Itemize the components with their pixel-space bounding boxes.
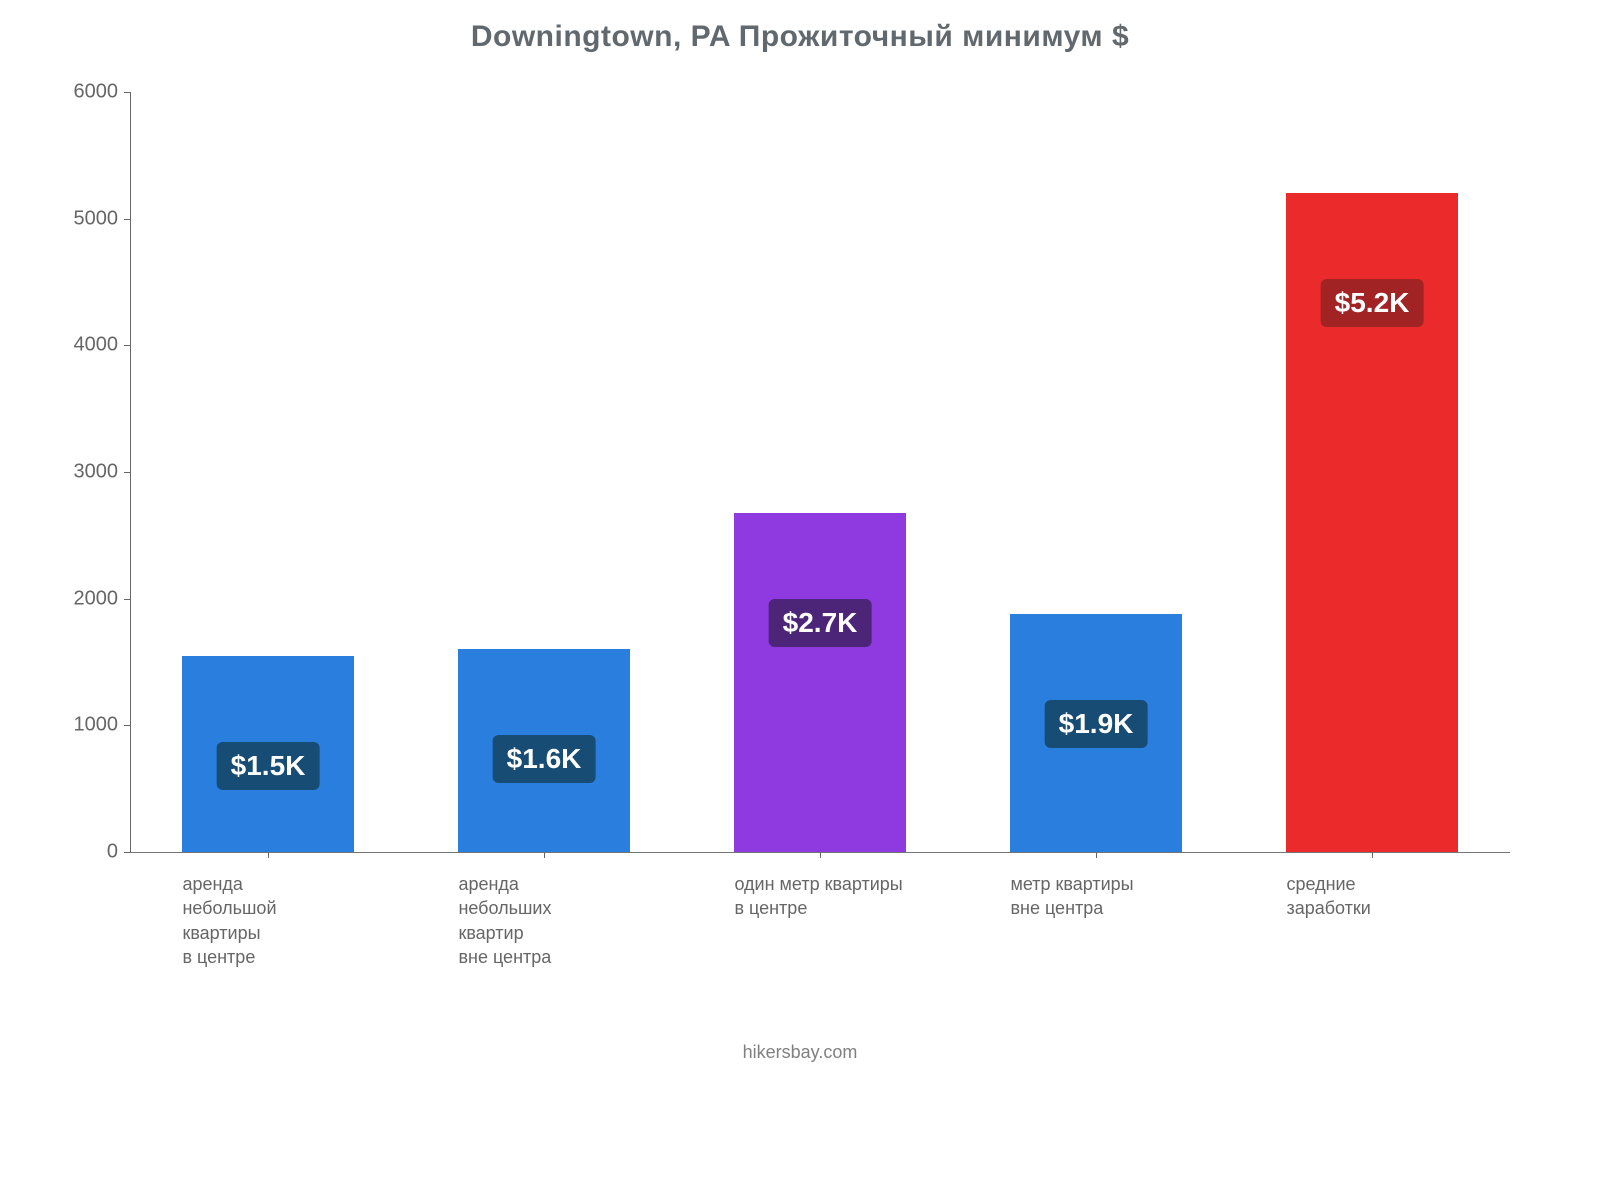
x-tick xyxy=(544,852,545,858)
y-tick-label: 6000 xyxy=(48,81,118,104)
y-tick xyxy=(124,725,130,726)
chart-title: Downingtown, PA Прожиточный минимум $ xyxy=(50,20,1550,54)
x-tick xyxy=(1096,852,1097,858)
x-tick xyxy=(268,852,269,858)
y-tick xyxy=(124,345,130,346)
category-label: средниезаработки xyxy=(1286,872,1497,921)
bar-value-label: $5.2K xyxy=(1321,279,1424,327)
category-label: аренданебольшихквартирвне центра xyxy=(458,872,669,969)
y-tick xyxy=(124,219,130,220)
y-tick xyxy=(124,599,130,600)
category-label: метр квартирывне центра xyxy=(1010,872,1221,921)
bar-value-label: $1.9K xyxy=(1045,700,1148,748)
y-tick-label: 2000 xyxy=(48,587,118,610)
bar-value-label: $1.6K xyxy=(493,735,596,783)
y-tick xyxy=(124,92,130,93)
plot-area: 0100020003000400050006000$1.5K$1.6K$2.7K… xyxy=(130,92,1510,852)
y-tick-label: 1000 xyxy=(48,714,118,737)
category-label: аренданебольшойквартирыв центре xyxy=(182,872,393,969)
bar xyxy=(734,513,905,852)
y-tick xyxy=(124,852,130,853)
attribution-text: hikersbay.com xyxy=(50,1042,1550,1063)
category-label: один метр квартирыв центре xyxy=(734,872,945,921)
y-tick-label: 3000 xyxy=(48,461,118,484)
y-tick-label: 5000 xyxy=(48,207,118,230)
x-tick xyxy=(1372,852,1373,858)
y-tick-label: 4000 xyxy=(48,334,118,357)
bar-value-label: $2.7K xyxy=(769,599,872,647)
x-axis-labels: аренданебольшойквартирыв центре аренданеб… xyxy=(130,872,1510,1032)
y-axis-line xyxy=(130,92,131,852)
y-tick xyxy=(124,472,130,473)
y-tick-label: 0 xyxy=(48,841,118,864)
cost-of-living-chart: Downingtown, PA Прожиточный минимум $ 0 1… xyxy=(50,20,1550,1120)
bar-value-label: $1.5K xyxy=(217,742,320,790)
x-tick xyxy=(820,852,821,858)
